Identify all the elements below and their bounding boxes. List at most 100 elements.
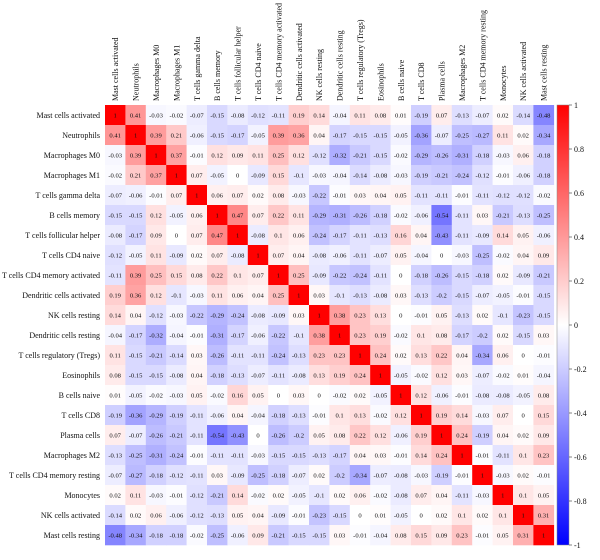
heatmap-cell	[186, 445, 208, 466]
cell-value-label: 0.07	[497, 413, 509, 420]
cell-value-label: 1	[195, 193, 198, 200]
cell-value-label: -0.13	[455, 313, 469, 320]
cell-value-label: -0.1	[314, 493, 324, 500]
colorbar-tick-label: 0	[574, 321, 578, 330]
heatmap-cell	[145, 445, 167, 466]
cell-value-label: -0.26	[149, 433, 163, 440]
column-label: B cells naive	[397, 59, 406, 101]
cell-value-label: -0.06	[414, 213, 428, 220]
cell-value-label: -0.06	[516, 173, 530, 180]
heatmap-cell	[105, 505, 126, 526]
cell-value-label: 0.23	[334, 353, 346, 360]
cell-value-label: -0.25	[129, 453, 143, 460]
cell-value-label: -0.19	[476, 433, 490, 440]
row-label: B cells memory	[49, 211, 100, 220]
heatmap-cell	[125, 525, 147, 546]
heatmap-cell	[390, 245, 412, 266]
cell-value-label: -0.12	[108, 253, 122, 260]
cell-value-label: -0.02	[394, 213, 408, 220]
heatmap-cell	[207, 445, 228, 466]
cell-value-label: -0.07	[476, 113, 490, 120]
cell-value-label: 0.03	[538, 333, 550, 340]
cell-value-label: 0.15	[171, 273, 183, 280]
cell-value-label: 0.04	[375, 193, 387, 200]
cell-value-label: 0.15	[273, 173, 285, 180]
cell-value-label: -0.13	[312, 453, 326, 460]
cell-value-label: 0.07	[252, 273, 264, 280]
cell-value-label: -0.48	[108, 533, 122, 540]
cell-value-label: -0.09	[272, 513, 286, 520]
heatmap-cell	[431, 485, 453, 506]
heatmap-cell	[268, 405, 289, 426]
heatmap-cell	[288, 265, 310, 286]
heatmap-cell	[451, 405, 473, 426]
cell-value-label: 0.07	[191, 233, 203, 240]
cell-value-label: -0.02	[251, 493, 265, 500]
heatmap-cell	[349, 105, 371, 126]
heatmap-cell	[105, 225, 126, 246]
heatmap-cell	[207, 365, 228, 386]
heatmap-cell	[370, 245, 391, 266]
heatmap-cell	[390, 325, 412, 346]
cell-value-label: -0.11	[455, 213, 469, 220]
heatmap-cell	[472, 305, 493, 326]
heatmap-cell	[125, 145, 147, 166]
heatmap-cell	[268, 265, 289, 286]
heatmap-cell	[390, 205, 412, 226]
cell-value-label: -0.03	[312, 173, 326, 180]
heatmap-cell	[513, 485, 534, 506]
heatmap-cell	[105, 125, 126, 146]
heatmap-cell	[166, 265, 187, 286]
heatmap-cell	[145, 225, 167, 246]
cell-value-label: 0.08	[273, 193, 285, 200]
cell-value-label: -0.34	[129, 533, 143, 540]
heatmap-cell	[268, 305, 289, 326]
cell-value-label: -0.08	[251, 233, 265, 240]
cell-value-label: -0.02	[149, 393, 163, 400]
cell-value-label: -0.02	[190, 533, 204, 540]
heatmap-cell	[370, 485, 391, 506]
cell-value-label: -0.15	[292, 533, 306, 540]
row-label: T cells CD4 naive	[42, 251, 100, 260]
heatmap-cell	[329, 445, 351, 466]
heatmap-cell	[207, 185, 228, 206]
heatmap-cell	[268, 385, 289, 406]
heatmap-cell	[247, 405, 269, 426]
cell-value-label: -0.15	[108, 213, 122, 220]
heatmap-cell	[329, 185, 351, 206]
heatmap-cell	[411, 305, 432, 326]
heatmap-cell	[390, 185, 412, 206]
heatmap-cell	[105, 185, 126, 206]
heatmap-cell	[105, 465, 126, 486]
cell-value-label: -0.26	[435, 153, 449, 160]
heatmap-cell	[492, 525, 514, 546]
heatmap-cell	[451, 285, 473, 306]
heatmap-cell	[411, 345, 432, 366]
cell-value-label: -0.04	[374, 533, 388, 540]
heatmap-cell	[370, 445, 391, 466]
cell-value-label: 0.02	[130, 513, 142, 520]
cell-value-label: -0.09	[476, 233, 490, 240]
heatmap-cell	[309, 225, 330, 246]
heatmap-cell	[451, 325, 473, 346]
cell-value-label: 1	[338, 333, 341, 340]
cell-value-label: 0.11	[130, 493, 141, 500]
heatmap-cell	[268, 105, 289, 126]
heatmap-cell	[105, 265, 126, 286]
heatmap-cell	[411, 225, 432, 246]
heatmap-cell	[390, 285, 412, 306]
cell-value-label: -0.25	[455, 133, 469, 140]
cell-value-label: 0.41	[130, 113, 142, 120]
cell-value-label: 0.06	[232, 293, 244, 300]
cell-value-label: 0.02	[313, 473, 325, 480]
row-label: T cells CD4 memory activated	[2, 271, 100, 280]
colorbar-tick-label: 0.4	[574, 233, 584, 242]
heatmap-cell	[390, 425, 412, 446]
heatmap-cell	[166, 225, 187, 246]
heatmap-cell	[370, 425, 391, 446]
cell-value-label: -0.13	[353, 293, 367, 300]
heatmap-cell	[288, 205, 310, 226]
cell-value-label: 0	[318, 393, 322, 400]
cell-value-label: 0.07	[171, 193, 183, 200]
cell-value-label: 0.05	[517, 233, 529, 240]
